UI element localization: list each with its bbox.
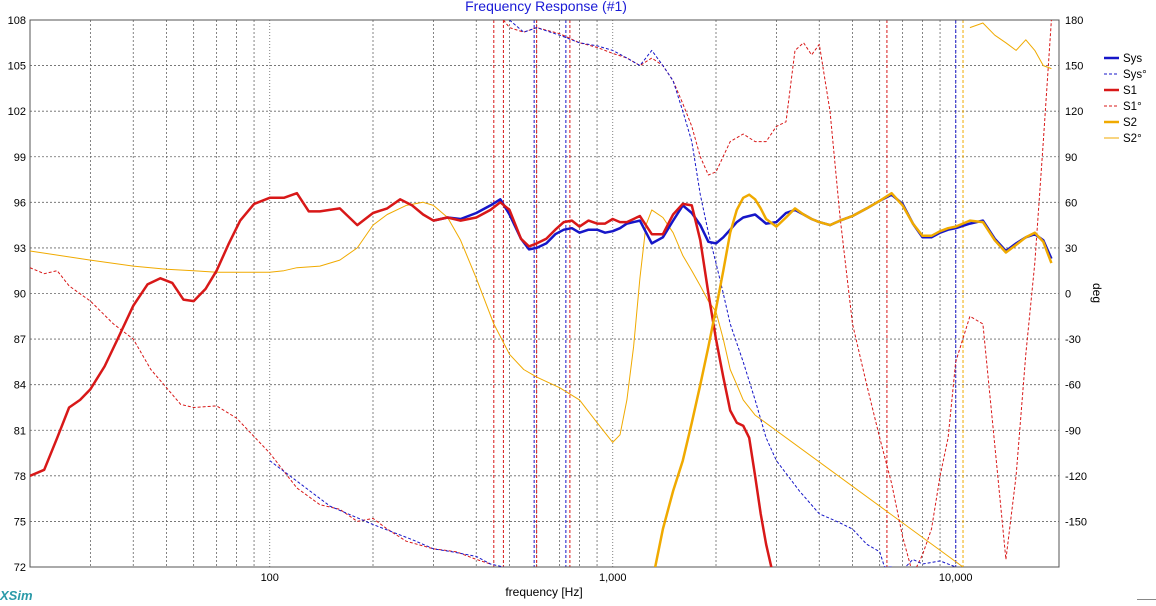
y-right-tick-label: -90 [1065, 425, 1081, 437]
legend-label: S2° [1123, 133, 1142, 145]
y-right-tick-label: 30 [1065, 243, 1077, 255]
grid [29, 19, 1060, 568]
y-tick-label: 105 [8, 61, 26, 73]
x-axis: 100 1,000 10,000 [261, 572, 973, 584]
y-right-tick-label: -60 [1065, 380, 1081, 392]
x-tick-label: 10,000 [939, 572, 973, 584]
y-right-tick-label: -30 [1065, 334, 1081, 346]
legend-label: S1° [1123, 101, 1142, 113]
y-tick-label: 72 [14, 562, 26, 574]
legend: Sys Sys° S1 S1° S2 S2° [1104, 53, 1147, 145]
y-tick-label: 90 [14, 289, 26, 301]
y-tick-label: 78 [14, 471, 26, 483]
resize-grip[interactable] [1137, 599, 1156, 606]
chart-title: Frequency Response (#1) [465, 0, 627, 14]
y-right-tick-label: 60 [1065, 197, 1077, 209]
y-right-tick-label: 90 [1065, 152, 1077, 164]
legend-label: Sys° [1123, 69, 1147, 81]
y-axis-right: -150 -120 -90 -60 -30 0 30 60 90 120 150 180 [1065, 15, 1087, 528]
y-tick-label: 81 [14, 425, 26, 437]
y-axis-right-label: deg [1090, 283, 1104, 303]
legend-label: Sys [1123, 53, 1142, 65]
y-right-tick-label: 150 [1065, 61, 1083, 73]
legend-label: S1 [1123, 85, 1137, 97]
y-right-tick-label: -150 [1065, 516, 1087, 528]
x-tick-label: 1,000 [599, 572, 627, 584]
plot-frame [29, 19, 1060, 568]
y-right-tick-label: -120 [1065, 471, 1087, 483]
crossover-markers [493, 20, 964, 567]
series-s2-phase [30, 22, 1052, 567]
y-tick-label: 93 [14, 243, 26, 255]
series-s1-spl [30, 191, 773, 567]
series-sys-phase [270, 20, 959, 570]
y-tick-label: 99 [14, 152, 26, 164]
y-tick-label: 102 [8, 106, 26, 118]
y-tick-label: 96 [14, 197, 26, 209]
x-tick-label: 100 [261, 572, 279, 584]
app-brand: XSim [0, 588, 33, 603]
x-axis-label: frequency [Hz] [505, 585, 582, 599]
legend-label: S2 [1123, 117, 1137, 129]
y-tick-label: 84 [14, 380, 26, 392]
y-axis-left: 72 75 78 81 84 87 90 93 96 99 102 105 108 [8, 15, 26, 574]
y-right-tick-label: 0 [1065, 289, 1071, 301]
series-sys-spl [433, 193, 1053, 260]
y-tick-label: 108 [8, 15, 26, 27]
series-s2-spl [653, 191, 1053, 567]
y-right-tick-label: 120 [1065, 106, 1083, 118]
plot-area [30, 20, 1053, 570]
y-tick-label: 75 [14, 516, 26, 528]
y-right-tick-label: 180 [1065, 15, 1083, 27]
y-tick-label: 87 [14, 334, 26, 346]
